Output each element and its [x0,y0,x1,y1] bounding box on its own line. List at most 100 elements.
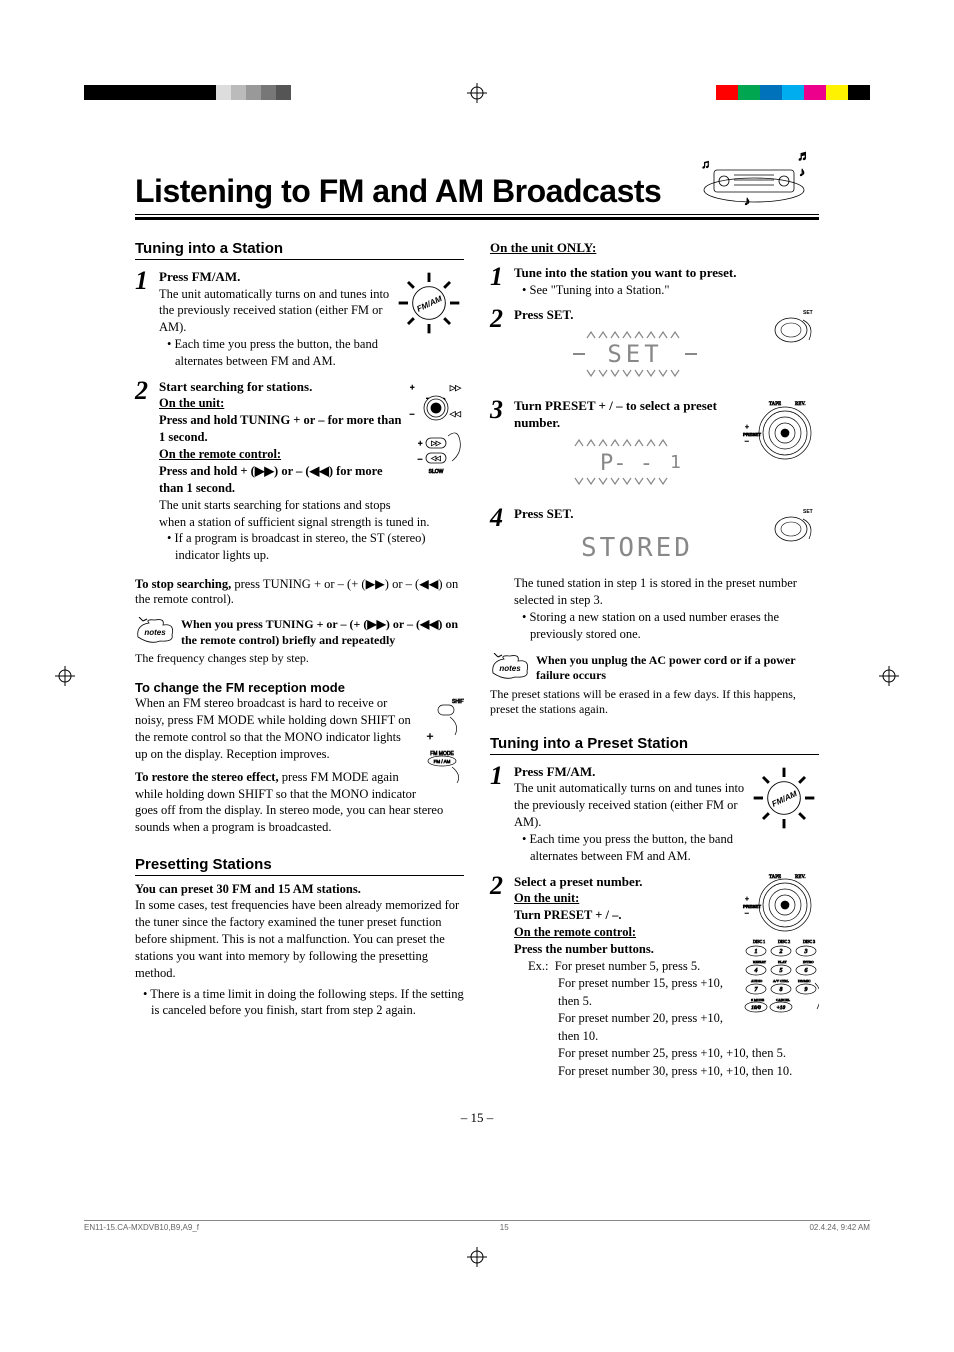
notes-icon: notes [490,653,530,685]
svg-text:notes: notes [499,664,521,673]
preset-dial-icon: TAPE REV. + – PRESET [739,397,819,472]
svg-text:CANCEL: CANCEL [776,998,790,1002]
svg-text:+: + [410,383,415,392]
sub-heading: On the unit ONLY: [490,240,819,256]
svg-text:8: 8 [780,987,783,993]
note-text: When you unplug the AC power cord or if … [536,653,819,684]
svg-text:TAPE: TAPE [769,402,781,407]
body-text: For preset number 25, press +10, +10, th… [528,1045,819,1063]
step-number: 3 [490,397,508,497]
svg-text:REV.: REV. [795,402,806,407]
body-text: To restore the stereo effect, press FM M… [135,769,464,837]
page-number: – 15 – [135,1110,819,1126]
svg-text:+: + [745,423,749,431]
svg-text:♫: ♫ [701,157,710,171]
step-number: 2 [490,873,508,1081]
section-heading: Tuning into a Preset Station [490,735,819,755]
shift-fmmode-icon: SHIFT + FM MODE FM / AM [420,695,464,789]
tuning-knob-icon: + ▶▶ TUNING – ◀◀ [408,378,464,503]
footer: EN11-15.CA-MXDVB10,B9,A9_f 15 02.4.24, 9… [84,1220,870,1232]
body-text: There is a time limit in doing the follo… [143,986,464,1020]
step-heading: Tune into the station you want to preset… [514,264,819,282]
crosshair-icon [467,83,487,103]
svg-text:STORED: STORED [581,533,693,563]
svg-text:PLAY: PLAY [778,960,787,964]
svg-text:6: 6 [805,968,808,974]
body-text: You can preset 30 FM and 15 AM stations. [135,882,464,897]
svg-text:–: – [744,437,749,445]
svg-text:–: – [409,409,415,418]
svg-text:1: 1 [670,452,681,473]
section-heading: Tuning into a Station [135,240,464,260]
svg-text:REPEAT: REPEAT [753,960,767,964]
fm-am-button-icon: FM/AM [394,268,464,343]
svg-text:DISC 3: DISC 3 [803,939,815,944]
fm-am-button-icon: FM/AM [749,763,819,838]
body-text: If a program is broadcast in stereo, the… [167,530,464,564]
radio-illustration-icon: ♫ ♬ ♪ ♪ [689,150,819,210]
svg-text:9: 9 [805,987,808,993]
step-number: 1 [135,268,153,370]
body-text: The preset stations will be erased in a … [490,687,819,717]
body-text: For preset number 30, press +10, +10, th… [528,1063,819,1081]
svg-text:AUDIO: AUDIO [751,979,763,983]
svg-text:♪: ♪ [744,194,750,208]
svg-text:notes: notes [144,628,166,637]
set-button-icon: SET [763,505,819,556]
body-text: The frequency changes step by step. [135,651,464,666]
svg-text:◀◀: ◀◀ [450,410,461,418]
section-heading: Presetting Stations [135,856,464,876]
svg-text:PRESET: PRESET [743,904,761,909]
svg-text:+10: +10 [777,1005,786,1011]
crosshair-icon [467,1247,487,1267]
svg-text:▶▶: ▶▶ [450,384,461,392]
svg-text:SLOW: SLOW [429,469,444,475]
svg-text:◀◀: ◀◀ [431,456,441,462]
page-title: Listening to FM and AM Broadcasts [135,173,661,210]
svg-text:S MODE: S MODE [751,998,764,1002]
svg-text:P- -: P- - [600,451,653,476]
svg-text:–: – [417,454,423,463]
svg-text:PRESET: PRESET [743,432,761,437]
svg-text:+: + [427,729,434,743]
step-number: 4 [490,505,508,643]
svg-text:3: 3 [804,949,808,955]
notes-icon: notes [135,617,175,649]
svg-text:SHIFT: SHIFT [452,699,464,705]
svg-text:SET: SET [803,310,813,316]
svg-text:SET: SET [803,509,813,515]
svg-text:+: + [745,895,749,903]
svg-text:▶▶: ▶▶ [431,441,441,447]
svg-text:♬: ♬ [797,150,811,164]
registration-top [0,85,954,105]
svg-text:4: 4 [754,968,758,974]
svg-text:FM / AM: FM / AM [434,759,451,764]
step-number: 2 [135,378,153,564]
svg-text:–: – [744,909,749,917]
svg-text:10/0: 10/0 [751,1005,761,1011]
note-text: When you press TUNING + or – (+ (▶▶) or … [181,617,464,648]
svg-text:♪: ♪ [799,165,805,179]
body-text: See "Tuning into a Station." [522,282,819,299]
footer-right: 02.4.24, 9:42 AM [809,1223,870,1232]
body-text: When an FM stereo broadcast is hard to r… [135,695,464,763]
svg-text:TAPE: TAPE [769,875,781,880]
svg-text:DISC 1: DISC 1 [753,939,765,944]
svg-text:A/V CTRL: A/V CTRL [773,979,789,983]
body-text: In some cases, test frequencies have bee… [135,897,464,981]
footer-left: EN11-15.CA-MXDVB10,B9,A9_f [84,1223,199,1232]
body-text: To stop searching, press TUNING + or – (… [135,576,464,607]
preset-dial-icon: TAPEREV. +– PRESET DISC 1DISC 2DISC 3 1 … [739,873,819,1018]
svg-text:DB/MIC: DB/MIC [798,979,811,983]
sub-heading: To change the FM reception mode [135,680,464,695]
step-number: 1 [490,264,508,298]
step-number: 1 [490,763,508,865]
body-text: Storing a new station on a used number e… [522,609,819,643]
svg-text:+: + [418,439,423,448]
svg-text:REV.: REV. [795,875,806,880]
svg-text:SET: SET [607,340,662,368]
footer-center: 15 [500,1223,509,1232]
svg-text:INTRO: INTRO [803,960,814,964]
svg-text:1: 1 [755,949,758,955]
body-text: The tuned station in step 1 is stored in… [514,575,819,609]
